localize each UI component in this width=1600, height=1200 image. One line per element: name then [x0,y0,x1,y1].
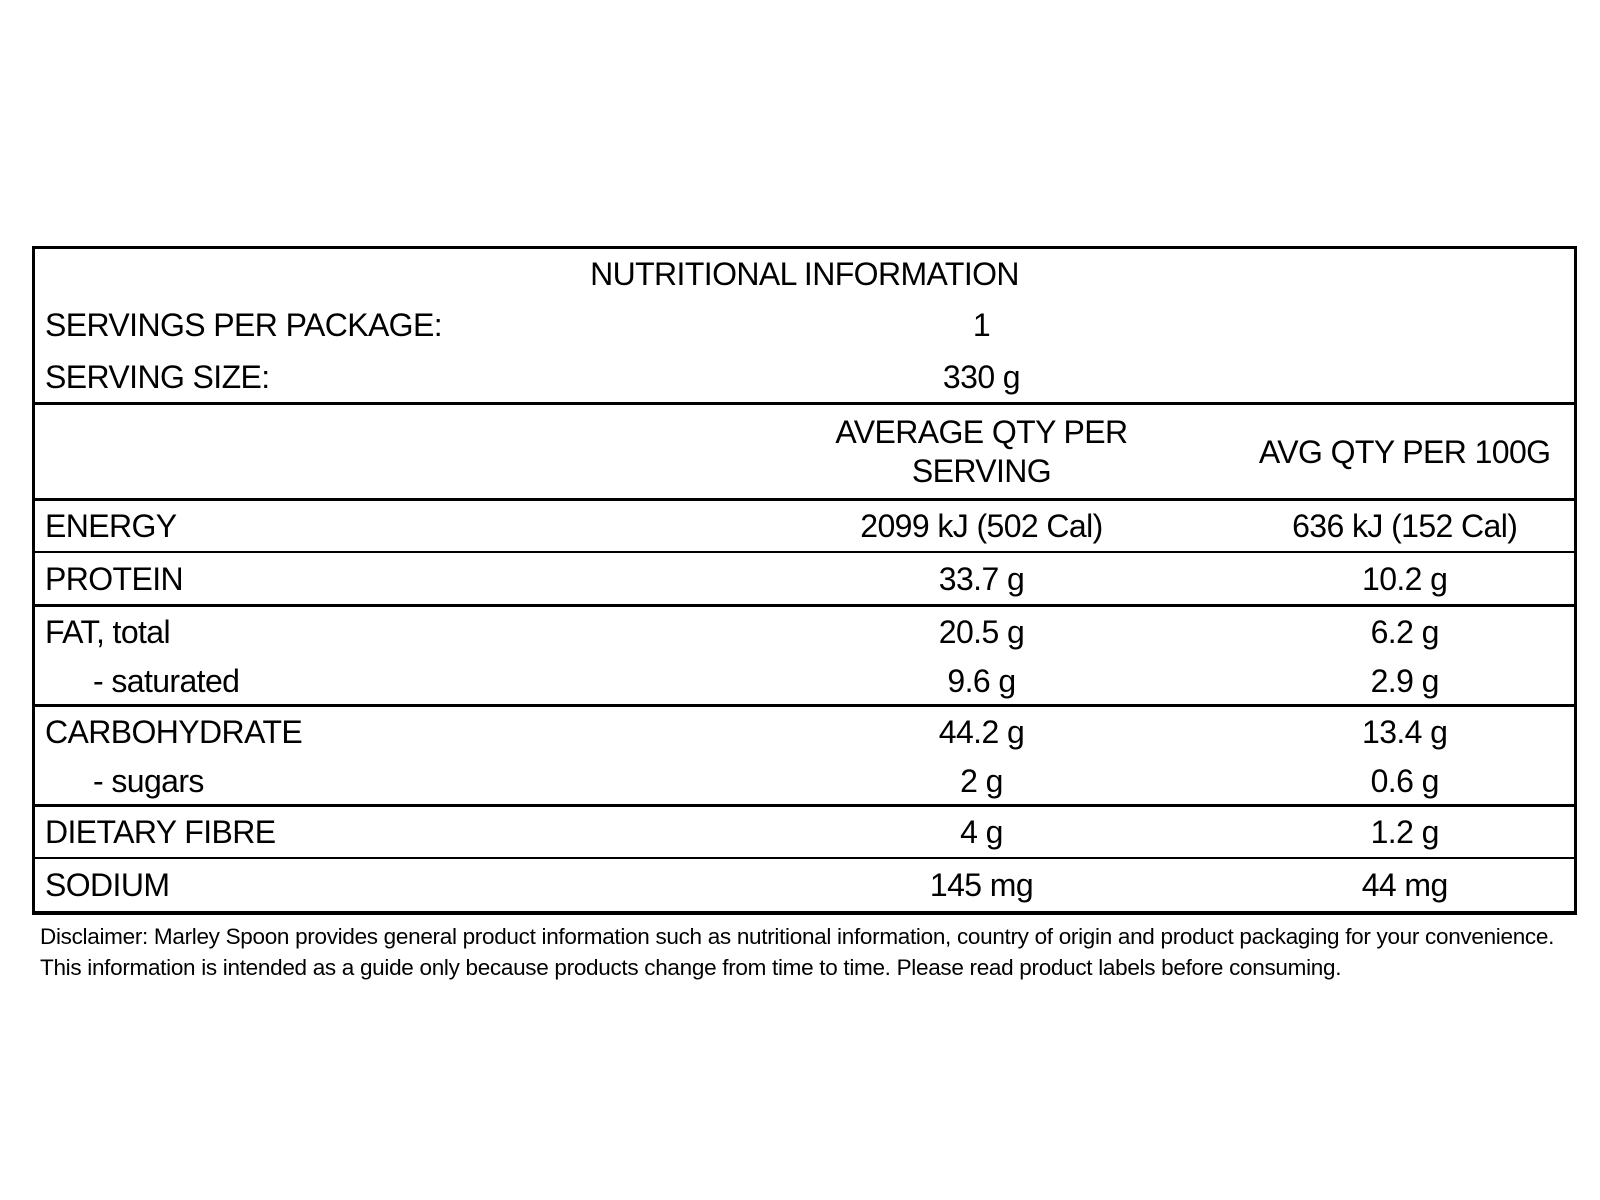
row-serving-value: 44.2 g [938,714,1025,750]
column-header-per100g-label: AVG QTY PER 100G [1258,433,1551,470]
nutrition-table: NUTRITIONAL INFORMATION SERVINGS PER PAC… [32,246,1577,915]
table-row-sodium: SODIUM 145 mg 44 mg [35,859,1574,911]
row-serving-value: 9.6 g [947,662,1016,699]
row-per100g-value: 1.2 g [1370,814,1440,850]
row-label: PROTEIN [45,560,184,597]
column-header-serving: AVERAGE QTY PER SERVING [728,413,1236,490]
row-per100g-value: 636 kJ (152 Cal) [1292,508,1518,544]
row-label: DIETARY FIBRE [45,814,276,850]
serving-size-row: SERVING SIZE: 330 g [35,351,1574,405]
row-per100g-value: 2.9 g [1370,662,1440,699]
row-serving-value: 2099 kJ (502 Cal) [860,508,1103,544]
row-per100g-value: 44 mg [1361,867,1449,903]
table-title-row: NUTRITIONAL INFORMATION [35,249,1574,299]
serving-size-value: 330 g [942,358,1021,395]
row-serving-value: 20.5 g [938,614,1025,650]
table-row-protein: PROTEIN 33.7 g 10.2 g [35,553,1574,607]
row-label: - sugars [93,762,204,799]
column-header-row: AVERAGE QTY PER SERVING AVG QTY PER 100G [35,405,1574,501]
servings-per-package-value: 1 [972,307,991,343]
table-row-fat-saturated: - saturated 9.6 g 2.9 g [35,657,1574,707]
row-label: - saturated [93,662,240,699]
row-label: ENERGY [45,508,177,544]
row-per100g-value: 0.6 g [1370,762,1440,799]
row-label: FAT, total [45,614,171,650]
row-per100g-value: 6.2 g [1370,614,1440,650]
serving-size-label: SERVING SIZE: [45,358,270,395]
table-row-carbohydrate: CARBOHYDRATE 44.2 g 13.4 g [35,707,1574,757]
table-row-sugars: - sugars 2 g 0.6 g [35,757,1574,807]
row-serving-value: 145 mg [929,867,1034,903]
column-header-per100g: AVG QTY PER 100G [1235,436,1574,468]
row-per100g-value: 13.4 g [1362,714,1448,750]
column-header-serving-label: AVERAGE QTY PER SERVING [835,414,1128,489]
table-row-dietary-fibre: DIETARY FIBRE 4 g 1.2 g [35,807,1574,859]
servings-per-package-row: SERVINGS PER PACKAGE: 1 [35,299,1574,351]
row-label: CARBOHYDRATE [45,714,303,750]
row-label: SODIUM [45,867,170,903]
row-serving-value: 4 g [960,814,1003,850]
table-row-energy: ENERGY 2099 kJ (502 Cal) 636 kJ (152 Cal… [35,501,1574,553]
table-title: NUTRITIONAL INFORMATION [590,256,1019,292]
row-serving-value: 33.7 g [938,560,1025,597]
table-row-fat-total: FAT, total 20.5 g 6.2 g [35,607,1574,657]
row-per100g-value: 10.2 g [1362,560,1448,597]
disclaimer-line-1: Disclaimer: Marley Spoon provides genera… [40,924,1555,949]
disclaimer: Disclaimer: Marley Spoon provides genera… [40,921,1554,983]
row-serving-value: 2 g [960,762,1003,799]
servings-per-package-label: SERVINGS PER PACKAGE: [45,307,443,343]
disclaimer-line-2: This information is intended as a guide … [40,955,1342,980]
